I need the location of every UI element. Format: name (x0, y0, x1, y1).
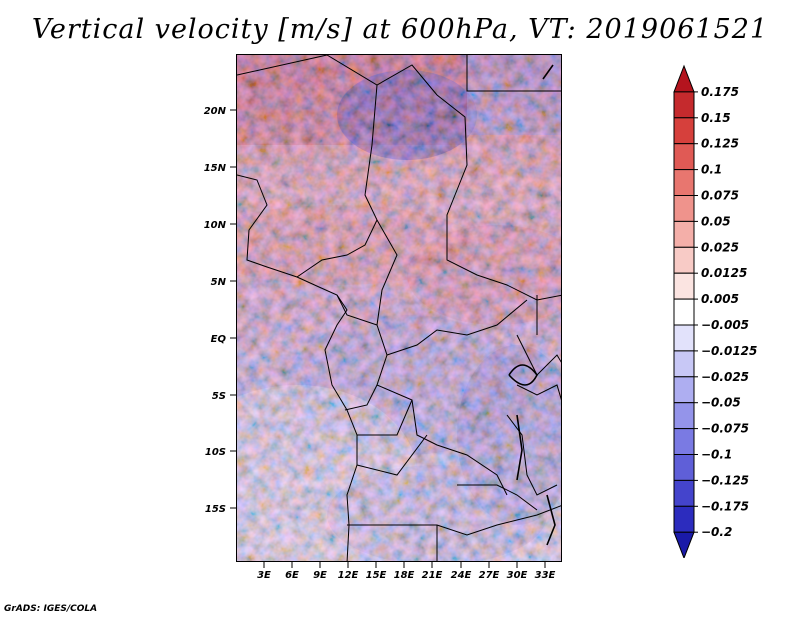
chart-title: Vertical velocity [m/s] at 600hPa, VT: 2… (31, 14, 769, 45)
colorbar-box (673, 428, 695, 456)
colorbar-label: −0.075 (701, 422, 749, 436)
colorbar-label: 0.175 (701, 85, 739, 99)
colorbar-label: −0.0125 (701, 344, 757, 358)
map-panel (236, 54, 562, 562)
colorbar-box (673, 117, 695, 145)
colorbar-box (673, 324, 695, 352)
colorbar-label: 0.1 (701, 163, 722, 177)
colorbar-label: 0.125 (701, 137, 739, 151)
colorbar-label: −0.1 (701, 448, 732, 462)
lon-label: 30E (507, 570, 528, 581)
colorbar-box (673, 220, 695, 248)
lon-label: 33E (535, 570, 556, 581)
lon-label: 18E (394, 570, 415, 581)
colorbar-label: 0.075 (701, 189, 739, 203)
lon-label: 27E (479, 570, 500, 581)
lat-label: EQ (211, 334, 227, 345)
vertical-velocity-field (237, 55, 561, 561)
colorbar-label: −0.175 (701, 499, 749, 513)
colorbar-box (673, 195, 695, 222)
colorbar-label: −0.025 (701, 370, 749, 384)
grads-credit: GrADS: IGES/COLA (4, 604, 98, 614)
lat-ticks (230, 109, 236, 509)
colorbar-box (673, 505, 695, 533)
colorbar-label: 0.0125 (701, 266, 747, 280)
colorbar-label: 0.15 (701, 111, 731, 125)
lon-label: 12E (338, 570, 359, 581)
colorbar-label: −0.125 (701, 473, 749, 487)
lat-label: 20N (204, 106, 227, 117)
colorbar-box (673, 169, 695, 196)
colorbar-label: 0.025 (701, 240, 739, 254)
lat-label: 10N (204, 220, 227, 231)
colorbar-boxes (673, 64, 695, 558)
colorbar-label: −0.005 (701, 318, 749, 332)
lon-ticks (263, 562, 546, 568)
lat-label: 15S (205, 504, 226, 515)
colorbar-labels: 0.175 0.15 0.125 0.1 0.075 0.05 0.025 0.0125 0.0… (694, 85, 757, 539)
colorbar-box (673, 376, 695, 404)
colorbar-label: 0.05 (701, 214, 731, 228)
colorbar-box (673, 531, 695, 558)
lon-label: 3E (257, 570, 271, 581)
colorbar: 0.175 0.15 0.125 0.1 0.075 0.05 0.025 0.0125 0.0… (673, 64, 757, 558)
colorbar-box (673, 350, 695, 378)
colorbar-box (673, 64, 695, 93)
colorbar-box (673, 246, 695, 274)
colorbar-label: −0.05 (701, 396, 741, 410)
colorbar-box (673, 143, 695, 171)
lon-label: 24E (451, 570, 472, 581)
lat-label: 5S (212, 391, 226, 402)
lon-label: 6E (285, 570, 299, 581)
colorbar-label: 0.005 (701, 292, 739, 306)
colorbar-box (673, 454, 695, 481)
colorbar-label: −0.2 (701, 525, 732, 539)
colorbar-box (673, 91, 695, 119)
colorbar-box (673, 298, 695, 326)
lon-label: 21E (422, 570, 443, 581)
colorbar-box (673, 479, 695, 507)
lat-label: 15N (204, 163, 227, 174)
lon-label: 9E (313, 570, 327, 581)
lat-label: 10S (205, 447, 226, 458)
colorbar-box (673, 402, 695, 430)
colorbar-box (673, 272, 695, 300)
lon-label: 15E (366, 570, 387, 581)
lat-label: 5N (211, 277, 227, 288)
